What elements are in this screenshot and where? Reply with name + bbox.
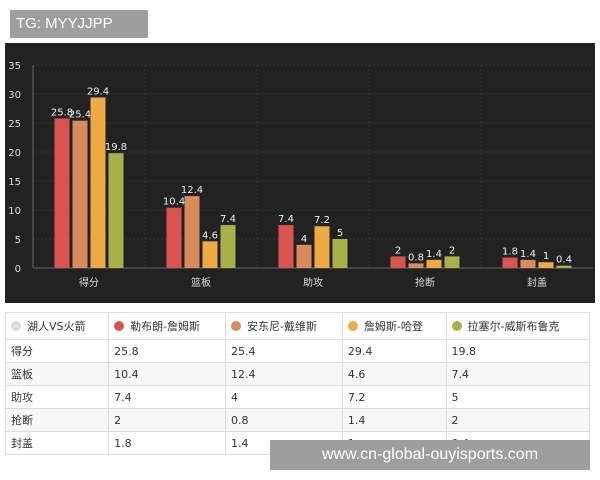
- data-label: 1.4: [520, 249, 536, 260]
- x-tick-label: 封盖: [527, 276, 547, 289]
- row-label: 得分: [4, 339, 110, 363]
- data-label: 2: [449, 245, 455, 256]
- y-tick-label: 0: [15, 264, 21, 275]
- y-tick-label: 20: [8, 148, 21, 159]
- bar: [444, 256, 460, 268]
- table-cell: 19.8: [445, 339, 591, 363]
- y-tick-label: 30: [8, 90, 21, 101]
- bar: [408, 263, 424, 268]
- table-row: 篮板 10.4 12.4 4.6 7.4: [4, 362, 591, 386]
- y-tick-label: 15: [8, 177, 21, 188]
- bar: [296, 244, 312, 268]
- bar: [314, 226, 330, 268]
- legend-dot-icon: [451, 321, 462, 331]
- y-tick-label: 25: [8, 119, 21, 130]
- data-label: 0.8: [408, 252, 424, 263]
- bar: [278, 225, 294, 268]
- table-cell: 7.4: [108, 385, 226, 409]
- y-tick-label: 35: [8, 61, 21, 72]
- bar: [54, 118, 70, 268]
- table-cell: 25.4: [224, 339, 343, 363]
- plus-circle-icon: [11, 321, 21, 331]
- data-label: 1: [543, 251, 549, 262]
- table-cell: 0.8: [224, 408, 343, 432]
- bar: [538, 262, 554, 268]
- x-tick-label: 篮板: [191, 276, 211, 289]
- data-label: 5: [337, 228, 343, 239]
- table-row: 抢断 2 0.8 1.4 2: [4, 408, 591, 432]
- bar: [72, 120, 88, 269]
- legend-dot-icon: [230, 321, 241, 331]
- legend-dot-icon: [347, 321, 358, 331]
- x-tick-label: 助攻: [303, 276, 323, 289]
- data-table: 湖人VS火箭 勒布朗-詹姆斯 安东尼-戴维斯 詹姆斯-哈登 拉塞尔-威斯布鲁克 得分 25.…: [4, 312, 591, 455]
- bar: [108, 153, 124, 268]
- y-tick-label: 10: [8, 206, 21, 217]
- data-label: 29.4: [87, 86, 109, 97]
- bar: [390, 256, 406, 268]
- table-cell: 29.4: [341, 339, 447, 363]
- data-label: 10.4: [163, 197, 185, 208]
- series-header: 勒布朗-詹姆斯: [108, 312, 226, 340]
- bar: [90, 97, 106, 268]
- bar: [166, 207, 182, 268]
- table-cell: 1.8: [108, 431, 226, 455]
- data-label: 1.8: [502, 247, 518, 258]
- table-cell: 4: [224, 385, 343, 409]
- bar: [184, 196, 200, 268]
- table-cell: 12.4: [224, 362, 343, 386]
- bar: [426, 259, 442, 268]
- table-cell: 7.4: [445, 362, 591, 386]
- data-label: 0.4: [556, 255, 572, 266]
- table-cell: 1.4: [341, 408, 447, 432]
- bar: [332, 239, 348, 268]
- table-row: 助攻 7.4 4 7.2 5: [4, 385, 591, 409]
- table-row: 得分 25.8 25.4 29.4 19.8: [4, 339, 591, 363]
- bar-chart: 0 5 10 15 20 25 30 35 得分 25.8 25.4 29.4 19.8 篮板 10.4 12…: [5, 43, 595, 303]
- row-label: 篮板: [4, 362, 110, 386]
- series-header: 詹姆斯-哈登: [341, 312, 447, 340]
- bar: [220, 225, 236, 268]
- data-label: 2: [395, 245, 401, 256]
- table-cell: 25.8: [108, 339, 226, 363]
- bar: [556, 265, 572, 268]
- table-cell: 5: [445, 385, 591, 409]
- series-header: 拉塞尔-威斯布鲁克: [445, 312, 591, 340]
- table-corner: 湖人VS火箭: [4, 312, 110, 340]
- data-label: 12.4: [181, 185, 203, 196]
- watermark-tag: TG: MYYJJPP: [10, 10, 148, 38]
- data-label: 4.6: [202, 230, 218, 241]
- legend-dot-icon: [114, 321, 125, 331]
- bar: [202, 241, 218, 268]
- row-label: 抢断: [4, 408, 110, 432]
- row-label: 封盖: [4, 431, 110, 455]
- table-cell: 4.6: [341, 362, 447, 386]
- watermark-url: www.cn-global-ouyisports.com: [270, 440, 590, 470]
- bar: [520, 259, 536, 268]
- table-cell: 7.2: [341, 385, 447, 409]
- data-label: 1.4: [426, 249, 442, 260]
- data-label: 25.8: [51, 107, 73, 118]
- row-label: 助攻: [4, 385, 110, 409]
- data-label: 7.2: [314, 215, 330, 226]
- data-label: 25.4: [69, 110, 91, 121]
- table-cell: 2: [108, 408, 226, 432]
- y-tick-label: 5: [15, 235, 21, 246]
- data-label: 19.8: [105, 142, 127, 153]
- data-label: 4: [301, 234, 307, 245]
- data-label: 7.4: [278, 214, 294, 225]
- data-label: 7.4: [220, 214, 236, 225]
- x-tick-label: 抢断: [415, 276, 435, 289]
- x-tick-label: 得分: [79, 277, 99, 289]
- table-cell: 10.4: [108, 362, 226, 386]
- bar: [502, 257, 518, 268]
- table-cell: 2: [445, 408, 591, 432]
- series-header: 安东尼-戴维斯: [224, 312, 343, 340]
- table-header-row: 湖人VS火箭 勒布朗-詹姆斯 安东尼-戴维斯 詹姆斯-哈登 拉塞尔-威斯布鲁克: [4, 312, 591, 340]
